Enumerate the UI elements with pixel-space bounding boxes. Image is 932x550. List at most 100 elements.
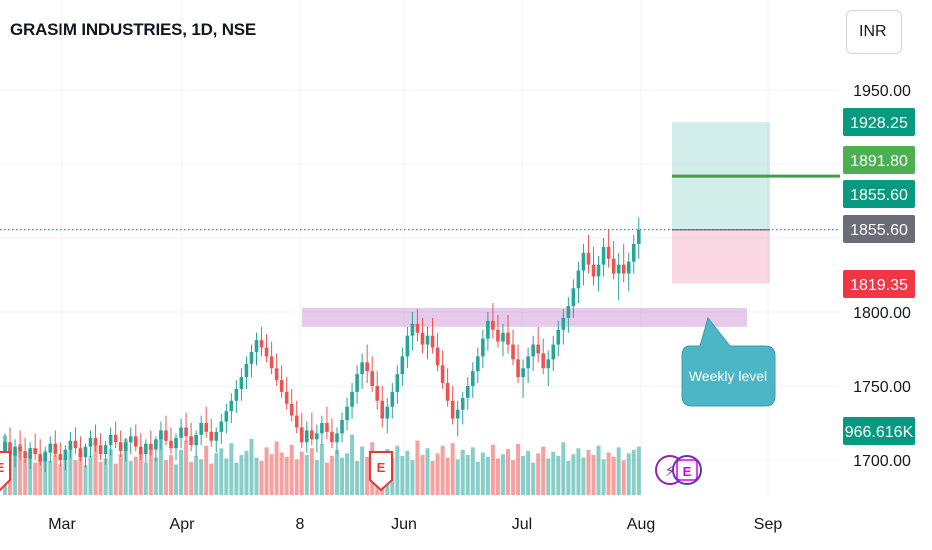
candle <box>144 439 148 463</box>
candle-body <box>576 270 581 289</box>
time-axis[interactable]: Mar Apr 8 Jun Jul Aug Sep <box>48 516 782 533</box>
candle-body <box>224 411 229 422</box>
candle-body <box>425 335 430 345</box>
volume-bar <box>521 455 526 495</box>
candle <box>128 427 133 455</box>
volume-bar <box>495 458 500 495</box>
volume-bar <box>138 451 143 495</box>
volume-bar <box>546 458 551 495</box>
candle-body <box>209 431 214 441</box>
candle-body <box>546 359 551 369</box>
candle-body <box>501 332 505 342</box>
candle <box>264 334 269 363</box>
volume-bar <box>304 455 309 495</box>
candle <box>435 332 440 372</box>
candle <box>531 335 535 372</box>
candle-body <box>204 423 208 432</box>
candle-body <box>395 374 400 392</box>
earnings-marker-2[interactable]: E <box>369 451 393 492</box>
candle <box>53 430 58 458</box>
volume-bar <box>28 452 33 495</box>
volume-bar <box>621 460 626 495</box>
candle <box>340 412 344 443</box>
candle-body <box>133 436 138 447</box>
earnings-marker-3[interactable]: E <box>672 455 702 485</box>
candle <box>73 427 78 455</box>
volume-bar <box>68 445 73 495</box>
candle <box>159 421 163 450</box>
earnings-marker-1[interactable]: E <box>0 451 11 492</box>
candle-body <box>616 264 621 274</box>
volume-bar <box>13 454 18 495</box>
weekly-level-callout[interactable]: Weekly level <box>681 316 776 407</box>
candle <box>385 397 390 434</box>
volume-bar <box>123 438 128 495</box>
candle-body <box>450 400 455 419</box>
candle <box>516 344 520 384</box>
volume-bar <box>345 453 350 495</box>
volume-bar <box>18 444 23 495</box>
candle <box>299 412 304 449</box>
candle <box>611 240 616 280</box>
candle <box>355 365 359 404</box>
currency-button[interactable]: INR <box>846 10 902 54</box>
candle-body <box>214 431 219 441</box>
volume-bar <box>425 448 430 495</box>
candle-body <box>3 442 7 453</box>
volume-bar <box>53 455 58 495</box>
candle <box>269 341 274 375</box>
volume-bar <box>470 447 475 495</box>
candle-body <box>410 323 415 336</box>
candle <box>491 303 495 339</box>
stop-zone[interactable] <box>672 229 770 284</box>
time-tick-label: Sep <box>754 516 783 533</box>
volume-bar <box>490 444 495 495</box>
candle <box>591 246 596 286</box>
candle <box>219 414 224 444</box>
candle <box>93 424 98 452</box>
volume-bar <box>249 438 254 495</box>
candle <box>460 391 465 425</box>
volume-bar <box>455 459 460 495</box>
price-tick-label: 1950.00 <box>853 83 911 100</box>
volume-bar <box>284 456 289 495</box>
price-axis[interactable]: 1700.00 1750.00 1800.00 1950.00 <box>853 83 911 470</box>
candle <box>626 252 631 292</box>
candle <box>546 350 551 386</box>
price-tick-label: 1700.00 <box>853 453 911 470</box>
weekly-level-zone[interactable] <box>302 308 747 327</box>
candle-body <box>118 442 123 452</box>
volume-bar <box>48 461 53 495</box>
volume-bar <box>475 461 480 495</box>
volume-bar <box>586 449 591 495</box>
candle-body <box>491 320 495 330</box>
candle-body <box>385 406 390 419</box>
candle <box>450 386 455 425</box>
volume-bar <box>636 446 641 495</box>
time-tick-label: Mar <box>48 516 76 533</box>
candle <box>536 326 540 363</box>
candle <box>455 400 460 437</box>
volume-bar <box>405 450 410 495</box>
price-tag-bg <box>843 180 915 208</box>
time-tick-label: Apr <box>170 516 196 533</box>
price-tag-label: 1928.25 <box>850 115 908 132</box>
candle-body <box>164 430 168 441</box>
volume-bar <box>536 453 541 495</box>
candle-body <box>128 436 133 443</box>
candle <box>259 326 264 357</box>
volume-bar <box>239 455 244 495</box>
volume-bar <box>561 442 566 495</box>
candle <box>445 368 450 407</box>
candle-body <box>98 445 103 455</box>
candle <box>511 329 515 366</box>
volume-bar <box>566 461 571 495</box>
candle-body <box>531 344 535 357</box>
candle <box>320 415 324 446</box>
candle-body <box>380 400 385 419</box>
candle-body <box>274 368 279 381</box>
price-tag-bg <box>843 146 915 174</box>
candle <box>521 359 525 398</box>
volume-bar <box>194 455 199 495</box>
